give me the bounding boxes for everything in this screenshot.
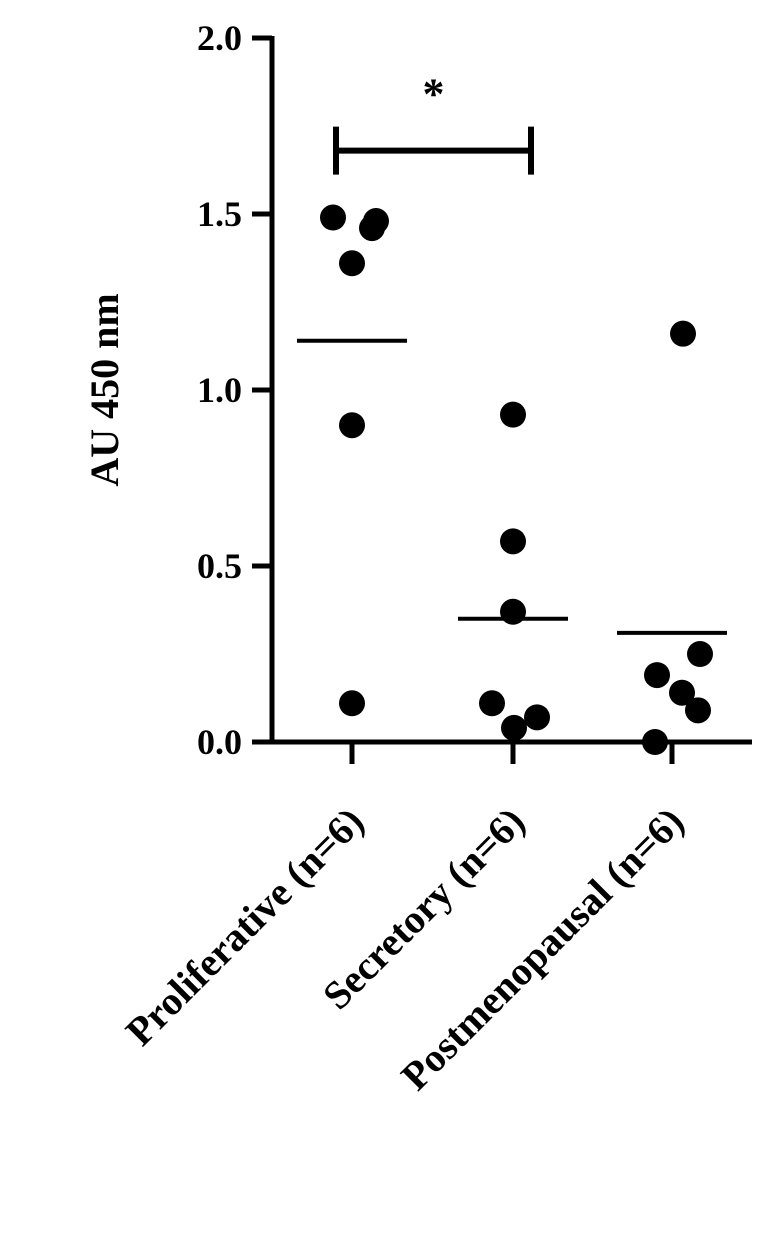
data-point bbox=[687, 641, 713, 667]
y-tick-label: 2.0 bbox=[197, 18, 242, 58]
y-tick-label: 0.0 bbox=[197, 722, 242, 762]
data-point bbox=[501, 714, 527, 741]
data-point bbox=[669, 679, 695, 706]
y-axis-label: AU 450 nm bbox=[82, 293, 127, 486]
x-tick-label: Proliferative (n=6) bbox=[117, 799, 373, 1055]
data-point bbox=[320, 204, 346, 231]
data-point bbox=[524, 704, 550, 731]
data-point bbox=[685, 697, 711, 724]
x-tick-label: Postmenopausal (n=6) bbox=[392, 799, 692, 1099]
y-tick-label: 0.5 bbox=[197, 546, 242, 586]
data-point bbox=[642, 729, 668, 755]
y-tick-label: 1.5 bbox=[197, 194, 242, 234]
y-tick-label: 1.0 bbox=[197, 370, 242, 410]
data-point bbox=[644, 662, 670, 689]
data-point bbox=[500, 401, 526, 428]
data-point bbox=[339, 690, 365, 717]
data-point bbox=[670, 320, 696, 347]
data-point bbox=[339, 250, 365, 277]
data-point bbox=[479, 690, 505, 717]
data-point bbox=[500, 528, 526, 555]
data-point bbox=[339, 412, 365, 439]
data-point bbox=[359, 215, 385, 242]
significance-label: * bbox=[423, 70, 445, 119]
data-point bbox=[500, 598, 526, 625]
